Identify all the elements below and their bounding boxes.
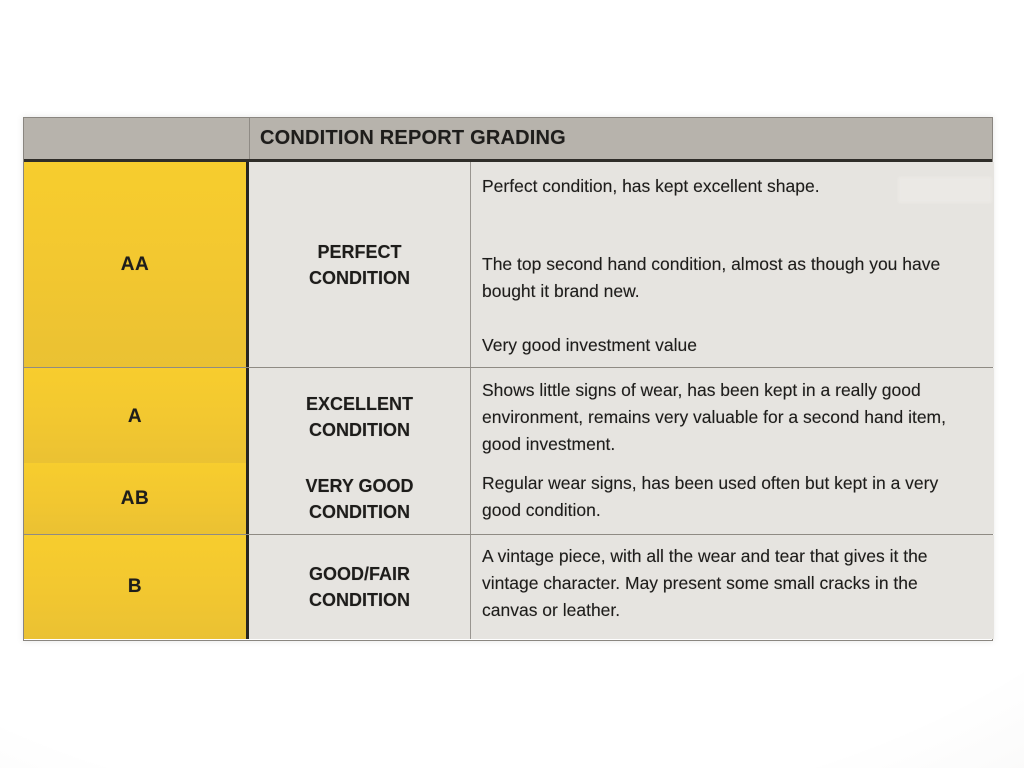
grade-cell: B [24, 535, 249, 639]
condition-label-line: CONDITION [309, 590, 410, 610]
condition-label-line: VERY GOOD [305, 475, 414, 496]
table-title: CONDITION REPORT GRADING [260, 127, 566, 149]
table-header: CONDITION REPORT GRADING [24, 118, 992, 162]
description-paragraph: A vintage piece, with all the wear and t… [482, 546, 928, 620]
description-paragraph: Shows little signs of wear, has been kep… [482, 380, 946, 454]
grade-label: A [127, 406, 143, 427]
description-cell: Perfect condition, has kept excellent sh… [471, 162, 994, 367]
condition-label-line: GOOD/FAIR [308, 564, 410, 584]
table-row: B GOOD/FAIR CONDITION A vintage piece, w… [24, 535, 994, 639]
table-row: A EXCELLENT CONDITION Shows little signs… [24, 368, 994, 466]
grade-cell: AB [24, 463, 249, 534]
description-cell: Regular wear signs, has been used often … [471, 463, 994, 534]
condition-label-line: EXCELLENT [305, 394, 413, 414]
grade-label: B [127, 576, 143, 597]
description-paragraph: Perfect condition, has kept excellent sh… [482, 176, 820, 196]
description-cell: Shows little signs of wear, has been kep… [471, 368, 994, 466]
grade-label: AA [120, 253, 150, 275]
grade-label: AB [120, 487, 150, 509]
description-paragraph: Very good investment value [482, 335, 697, 355]
grade-cell: AA [24, 162, 249, 367]
description-paragraph: Regular wear signs, has been used often … [482, 473, 939, 520]
condition-label-line: CONDITION [309, 501, 410, 522]
grade-cell: A [24, 368, 249, 466]
condition-cell: GOOD/FAIR CONDITION [249, 535, 471, 639]
condition-label-line: PERFECT [317, 241, 402, 262]
table-row: AB VERY GOOD CONDITION Regular wear sign… [24, 463, 994, 535]
condition-grading-table: CONDITION REPORT GRADING AA PERFECT COND… [23, 117, 994, 641]
condition-label-line: CONDITION [309, 420, 410, 440]
condition-cell: PERFECT CONDITION [249, 162, 471, 367]
condition-label-line: CONDITION [309, 267, 410, 288]
description-paragraph: The top second hand condition, almost as… [482, 254, 941, 301]
condition-cell: EXCELLENT CONDITION [249, 368, 471, 466]
header-column-divider [249, 118, 250, 159]
table-row: AA PERFECT CONDITION Perfect condition, … [24, 162, 994, 368]
description-cell: A vintage piece, with all the wear and t… [471, 535, 994, 639]
condition-cell: VERY GOOD CONDITION [249, 463, 471, 534]
